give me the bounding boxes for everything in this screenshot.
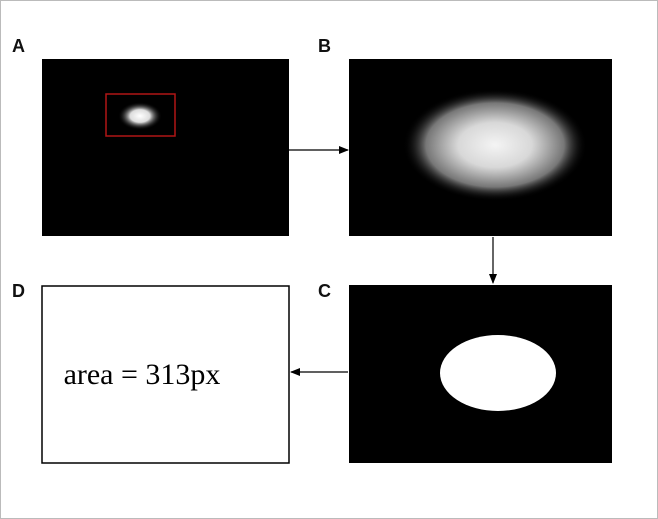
- panel-label: C: [318, 281, 331, 301]
- blob: [118, 102, 162, 130]
- panel-a-image: [42, 59, 289, 236]
- mask: [440, 335, 556, 411]
- panel-label: B: [318, 36, 331, 56]
- result-text: area = 313px: [64, 358, 221, 391]
- panel-label: D: [12, 281, 25, 301]
- blob: [403, 89, 587, 201]
- figure: A B C D area = 313px: [0, 0, 658, 519]
- panel-label: A: [12, 36, 25, 56]
